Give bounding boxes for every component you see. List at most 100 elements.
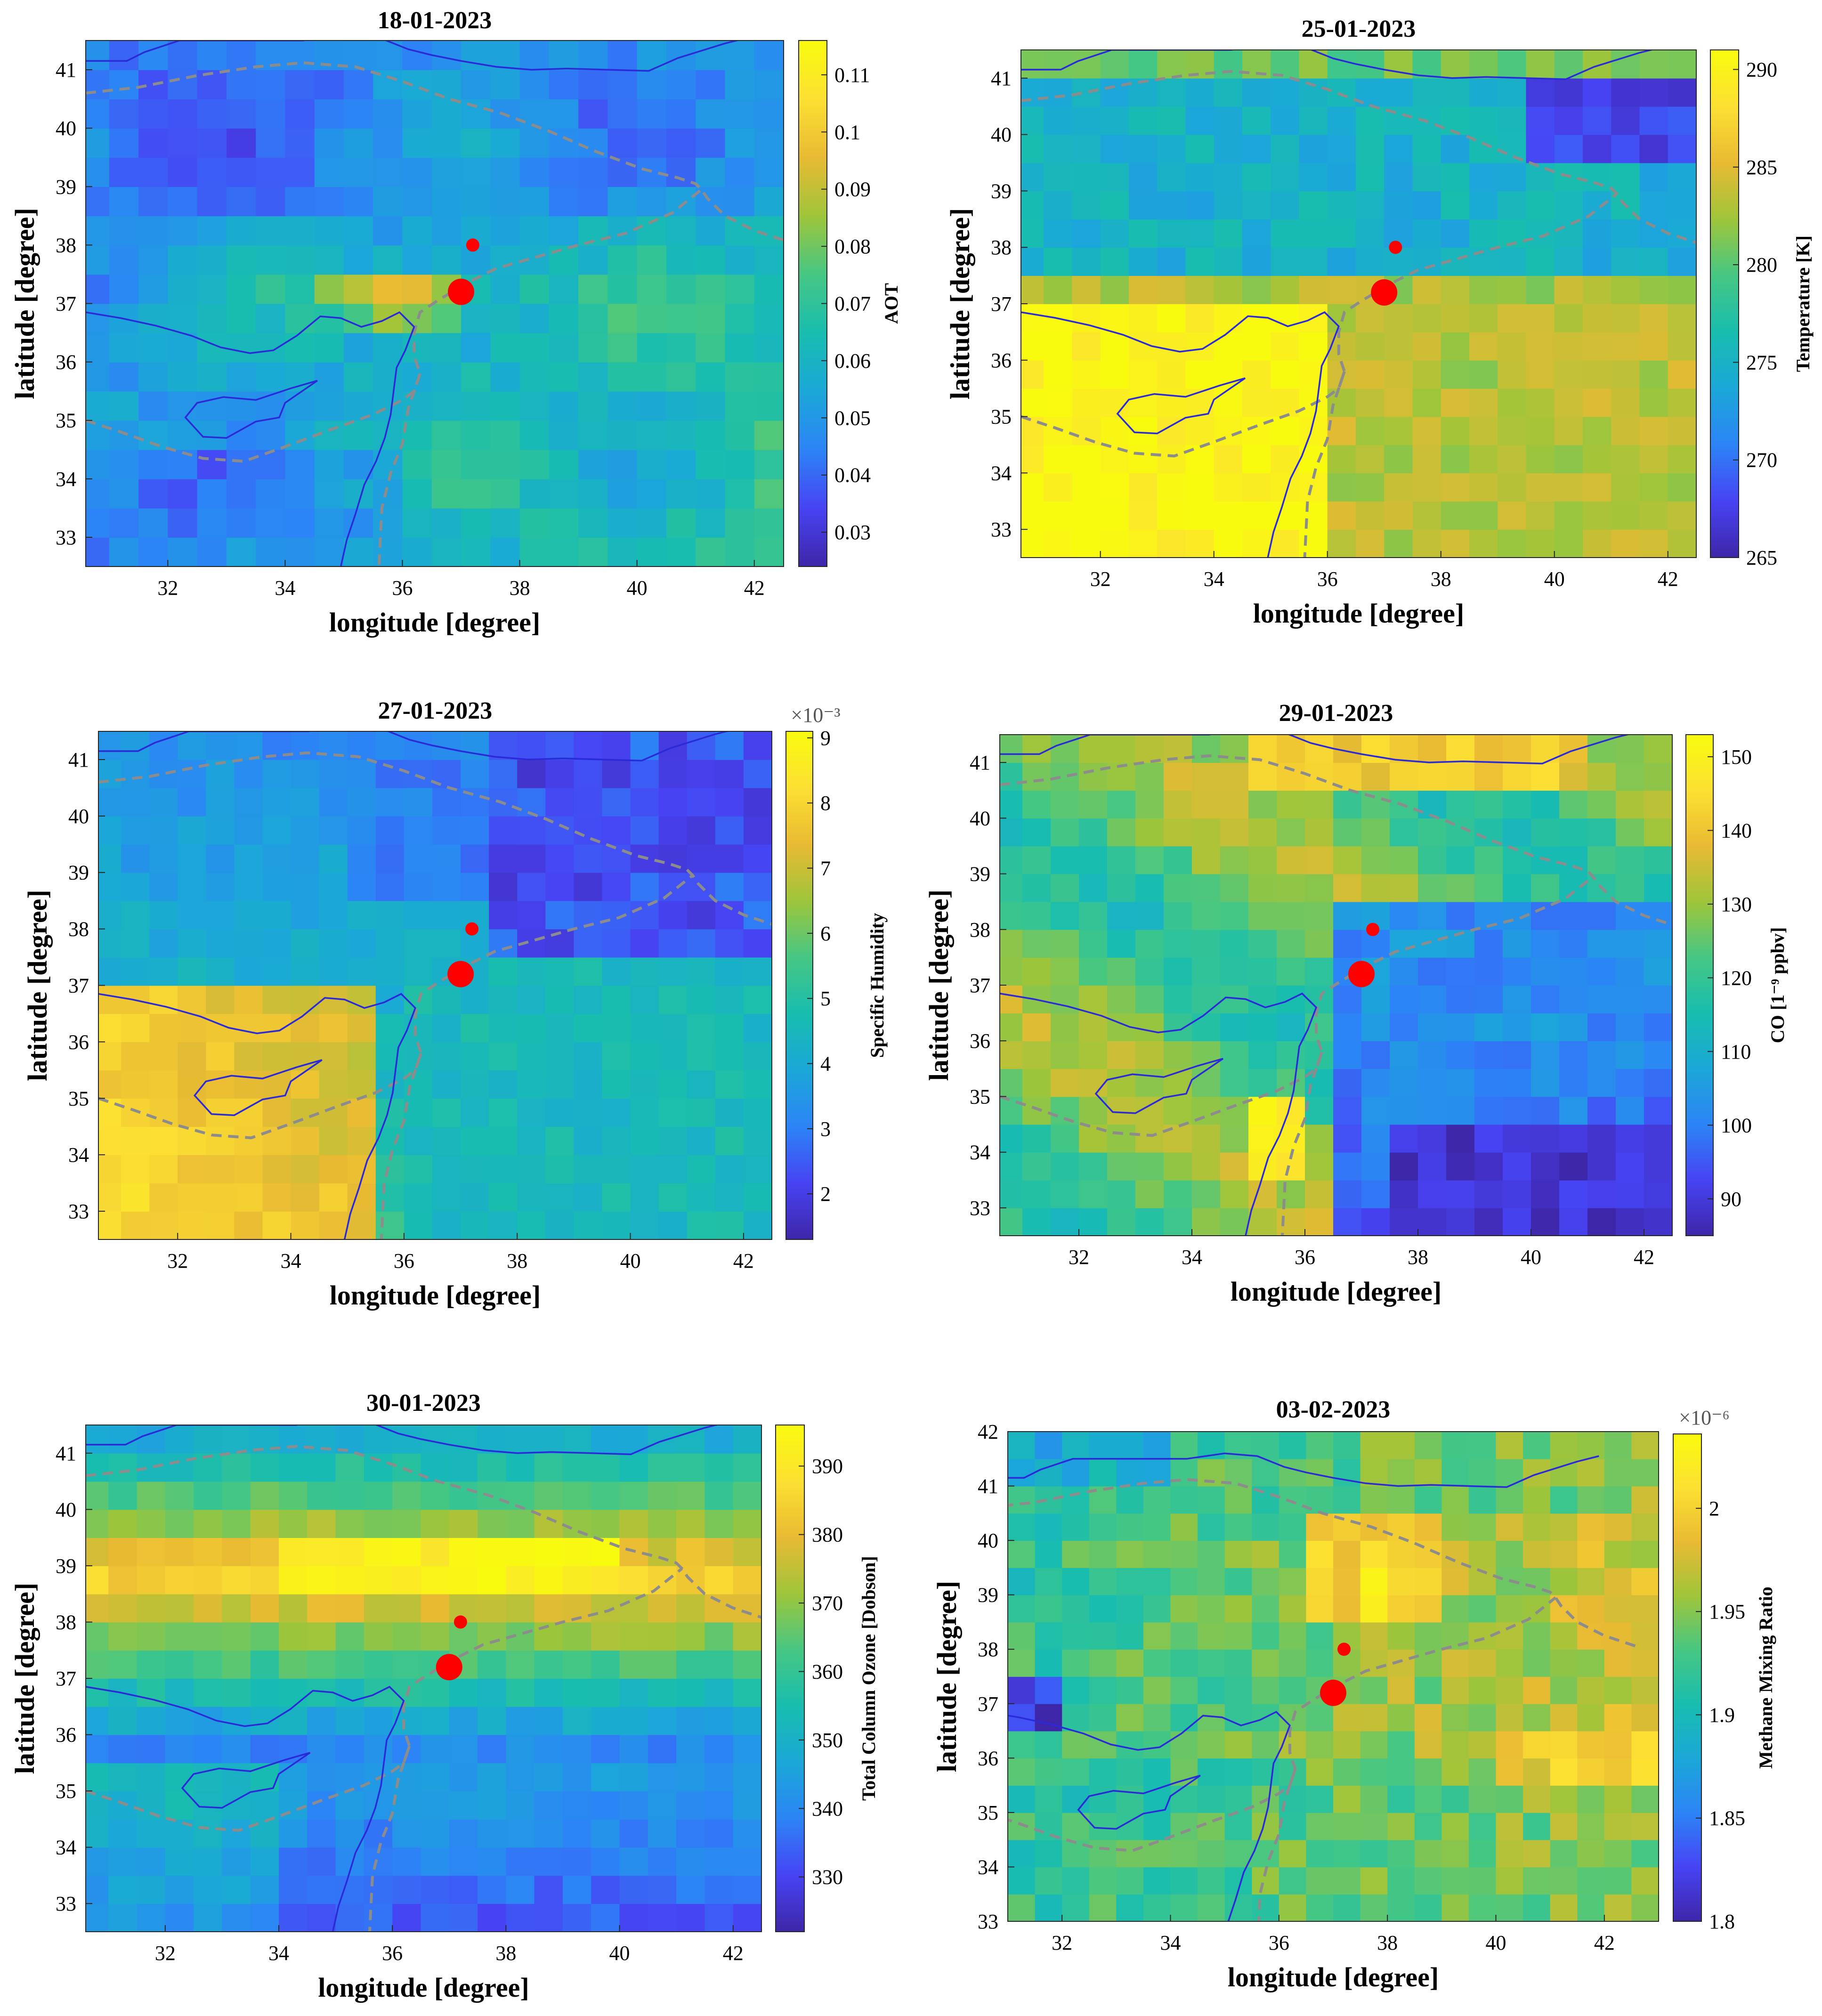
x-tick-label: 32 bbox=[155, 1942, 176, 1965]
heatmap-cell bbox=[715, 1042, 744, 1071]
heatmap-cell bbox=[256, 157, 286, 187]
heatmap-cell bbox=[1418, 735, 1447, 763]
heatmap-cell bbox=[630, 900, 659, 930]
heatmap-cell bbox=[1022, 1013, 1051, 1041]
heatmap-cell bbox=[549, 303, 579, 333]
heatmap-cell bbox=[1062, 1894, 1090, 1921]
heatmap-cell bbox=[648, 1763, 677, 1791]
heatmap-cell bbox=[1008, 1867, 1036, 1895]
heatmap-cell bbox=[1129, 360, 1158, 389]
heatmap-cell bbox=[1100, 50, 1129, 79]
heatmap-cell bbox=[1577, 1513, 1605, 1541]
heatmap-cell bbox=[108, 1791, 138, 1820]
heatmap-cell bbox=[1035, 1649, 1062, 1677]
heatmap-cell bbox=[109, 449, 139, 479]
heatmap-cell bbox=[222, 1763, 251, 1791]
heatmap-cell bbox=[1498, 332, 1527, 361]
heatmap-cell bbox=[1252, 1432, 1279, 1459]
heatmap-cell bbox=[432, 787, 461, 817]
x-tick-label: 40 bbox=[1521, 1246, 1541, 1269]
heatmap-cell bbox=[1384, 78, 1413, 107]
heatmap-cell bbox=[549, 70, 579, 99]
x-tick-label: 40 bbox=[609, 1942, 630, 1965]
heatmap-cell bbox=[1611, 473, 1640, 502]
heatmap-cell bbox=[1135, 735, 1164, 763]
heatmap-cell bbox=[285, 362, 315, 392]
heatmap-cell bbox=[574, 787, 603, 817]
heatmap-cell bbox=[285, 449, 315, 479]
heatmap-cell bbox=[421, 1509, 450, 1538]
heatmap-cell bbox=[562, 1678, 591, 1707]
heatmap-cell bbox=[1252, 1758, 1279, 1786]
heatmap-cell bbox=[1554, 275, 1583, 304]
heatmap-cell bbox=[705, 1903, 734, 1932]
epicenter-large-marker bbox=[1371, 279, 1398, 306]
heatmap-cell bbox=[1356, 388, 1385, 417]
heatmap-cell bbox=[1414, 1676, 1442, 1704]
heatmap-cell bbox=[421, 1538, 450, 1566]
heatmap-cell bbox=[432, 985, 461, 1014]
heatmap-cell bbox=[1523, 1839, 1551, 1868]
heatmap-cell bbox=[138, 362, 169, 392]
heatmap-cell bbox=[1248, 1013, 1277, 1041]
heatmap-cell bbox=[1668, 191, 1696, 220]
heatmap-cell bbox=[1503, 790, 1531, 819]
heatmap-cell bbox=[1062, 1785, 1090, 1813]
heatmap-cell bbox=[1503, 1152, 1531, 1181]
heatmap-cell bbox=[364, 1875, 393, 1904]
heatmap-cell bbox=[373, 216, 403, 246]
heatmap-cell bbox=[1044, 360, 1073, 389]
heatmap-cell bbox=[1360, 1731, 1388, 1759]
heatmap-cell bbox=[1214, 219, 1243, 248]
heatmap-cell bbox=[1387, 1432, 1415, 1459]
heatmap-cell bbox=[1531, 790, 1560, 819]
heatmap-cell bbox=[1523, 1649, 1551, 1677]
heatmap-cell bbox=[1022, 929, 1051, 958]
heatmap-cell bbox=[1577, 1703, 1605, 1732]
heatmap-cell bbox=[307, 1734, 336, 1764]
heatmap-cell bbox=[1062, 1432, 1090, 1459]
heatmap-cell bbox=[1523, 1676, 1551, 1704]
heatmap-cell bbox=[1100, 529, 1129, 558]
heatmap-cell bbox=[489, 1070, 518, 1099]
heatmap-cell bbox=[1135, 1069, 1164, 1097]
heatmap-cell bbox=[1072, 134, 1101, 163]
heatmap-cell bbox=[226, 128, 256, 158]
heatmap-cell bbox=[234, 929, 263, 958]
heatmap-cell bbox=[1361, 1207, 1390, 1236]
heatmap-cell bbox=[1224, 1703, 1253, 1732]
heatmap-cell bbox=[1446, 874, 1475, 902]
heatmap-cell bbox=[137, 1565, 166, 1595]
heatmap-cell bbox=[1051, 1069, 1079, 1097]
heatmap-cell bbox=[1631, 1458, 1659, 1487]
heatmap-cell bbox=[1062, 1867, 1090, 1895]
heatmap-cell bbox=[449, 1875, 478, 1904]
heatmap-cell bbox=[373, 449, 403, 479]
heatmap-cell bbox=[431, 157, 462, 187]
heatmap-cell bbox=[506, 1791, 535, 1820]
heatmap-cell bbox=[1248, 790, 1277, 819]
heatmap-cell bbox=[1279, 1486, 1307, 1514]
heatmap-cell bbox=[1611, 360, 1640, 389]
heatmap-cell bbox=[607, 332, 638, 363]
heatmap-cell bbox=[335, 1565, 364, 1595]
heatmap-cell bbox=[194, 1509, 223, 1538]
heatmap-cell bbox=[335, 1706, 364, 1735]
heatmap-cell bbox=[1611, 275, 1640, 304]
heatmap-cell bbox=[1129, 275, 1158, 304]
heatmap-cell bbox=[1143, 1867, 1171, 1895]
heatmap-cell bbox=[234, 816, 263, 845]
heatmap-cell bbox=[1079, 818, 1108, 847]
heatmap-cell bbox=[1469, 388, 1498, 417]
heatmap-cell bbox=[1327, 106, 1356, 135]
heatmap-cell bbox=[344, 99, 374, 129]
heatmap-cell bbox=[578, 70, 608, 99]
heatmap-cell bbox=[1214, 445, 1243, 474]
heatmap-cell bbox=[1441, 1839, 1469, 1868]
heatmap-cell bbox=[1021, 50, 1044, 79]
heatmap-cell bbox=[109, 478, 139, 509]
heatmap-cell bbox=[1668, 304, 1696, 332]
heatmap-cell bbox=[630, 1013, 659, 1043]
heatmap-cell bbox=[1523, 1731, 1551, 1759]
